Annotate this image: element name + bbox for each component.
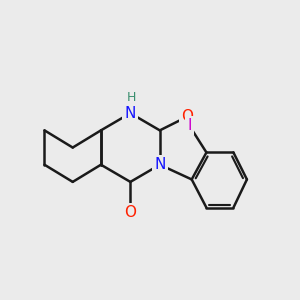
Text: H: H — [127, 91, 136, 104]
Text: N: N — [125, 106, 136, 121]
Text: O: O — [124, 205, 136, 220]
Text: I: I — [187, 118, 191, 133]
Text: O: O — [181, 110, 193, 124]
Text: N: N — [154, 157, 166, 172]
